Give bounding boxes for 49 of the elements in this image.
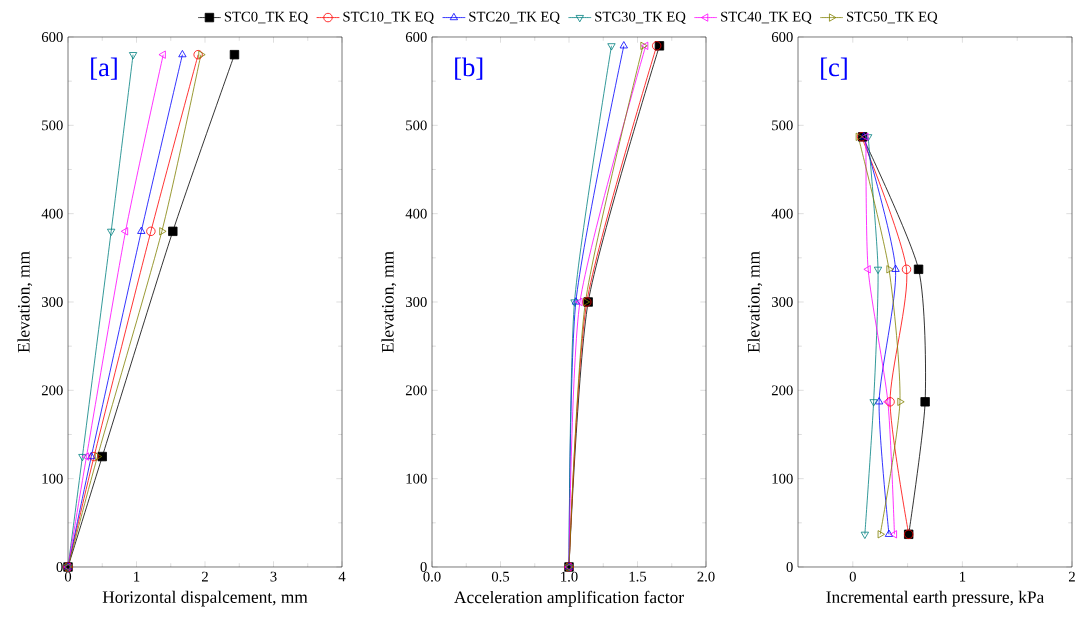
legend-label: STC30_TK EQ bbox=[595, 11, 686, 24]
x-tick-label: 1.5 bbox=[629, 571, 647, 582]
y-tick-label: 400 bbox=[405, 208, 427, 219]
y-tick-label: 500 bbox=[772, 120, 793, 131]
annotation: [c] bbox=[821, 57, 847, 80]
y-tick-label: 600 bbox=[405, 32, 427, 42]
x-tick-label: 2 bbox=[1068, 571, 1075, 582]
y-axis-title: Elevation, mm bbox=[381, 251, 397, 353]
legend-label: STC40_TK EQ bbox=[721, 11, 812, 24]
y-tick-label: 100 bbox=[406, 473, 427, 484]
x-tick-label: 0.0 bbox=[423, 571, 441, 582]
y-tick-label: 600 bbox=[41, 32, 63, 42]
y-tick-label: 300 bbox=[772, 297, 793, 307]
x-tick-label: 0 bbox=[64, 571, 72, 582]
legend-label: STC10_TK EQ bbox=[343, 11, 434, 24]
y-axis-title: Elevation, mm bbox=[747, 251, 763, 353]
x-tick-label: 1 bbox=[134, 571, 140, 582]
x-tick-label: 1.0 bbox=[561, 571, 578, 582]
x-tick-label: 0.5 bbox=[491, 571, 510, 582]
x-axis-title: Acceleration amplification factor bbox=[454, 590, 684, 607]
x-tick-label: 2 bbox=[201, 571, 208, 582]
x-axis-title: Incremental earth pressure, kPa bbox=[826, 590, 1045, 607]
y-tick-label: 200 bbox=[41, 385, 63, 396]
legend-label: STC50_TK EQ bbox=[847, 11, 938, 24]
annotation: [a] bbox=[91, 57, 117, 80]
y-tick-label: 500 bbox=[406, 120, 427, 131]
y-tick-label: 300 bbox=[406, 297, 427, 307]
y-tick-label: 100 bbox=[42, 473, 63, 484]
x-axis-title: Horizontal dispalcement, mm bbox=[102, 590, 308, 607]
y-tick-label: 400 bbox=[41, 208, 63, 219]
legend-label: STC20_TK EQ bbox=[469, 11, 560, 24]
y-tick-label: 200 bbox=[771, 385, 793, 396]
x-tick-label: 3 bbox=[270, 571, 277, 582]
legend-label: STC0_TK EQ bbox=[224, 11, 308, 24]
y-tick-label: 300 bbox=[42, 297, 63, 307]
x-tick-label: 4 bbox=[338, 571, 346, 582]
y-tick-label: 400 bbox=[771, 208, 793, 219]
y-tick-label: 0 bbox=[420, 562, 427, 572]
y-tick-label: 0 bbox=[786, 562, 793, 572]
x-tick-label: 0 bbox=[849, 571, 856, 582]
x-tick-label: 2.0 bbox=[697, 571, 715, 582]
y-tick-label: 0 bbox=[56, 562, 63, 572]
y-tick-label: 500 bbox=[42, 120, 63, 131]
annotation: [b] bbox=[455, 57, 483, 80]
y-tick-label: 200 bbox=[405, 385, 427, 396]
y-tick-label: 100 bbox=[772, 473, 793, 484]
y-tick-label: 600 bbox=[771, 32, 793, 42]
y-axis-title: Elevation, mm bbox=[17, 251, 33, 353]
x-tick-label: 1 bbox=[960, 571, 966, 582]
